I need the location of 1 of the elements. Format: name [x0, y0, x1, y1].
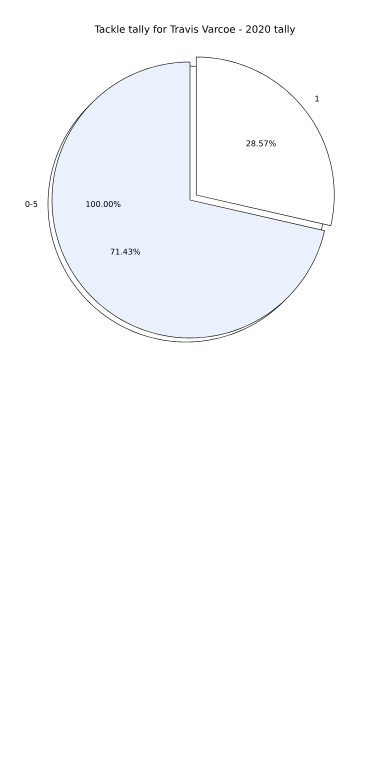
chart-title: Tackle tally for Travis Varcoe - 2020 tally — [94, 25, 296, 35]
